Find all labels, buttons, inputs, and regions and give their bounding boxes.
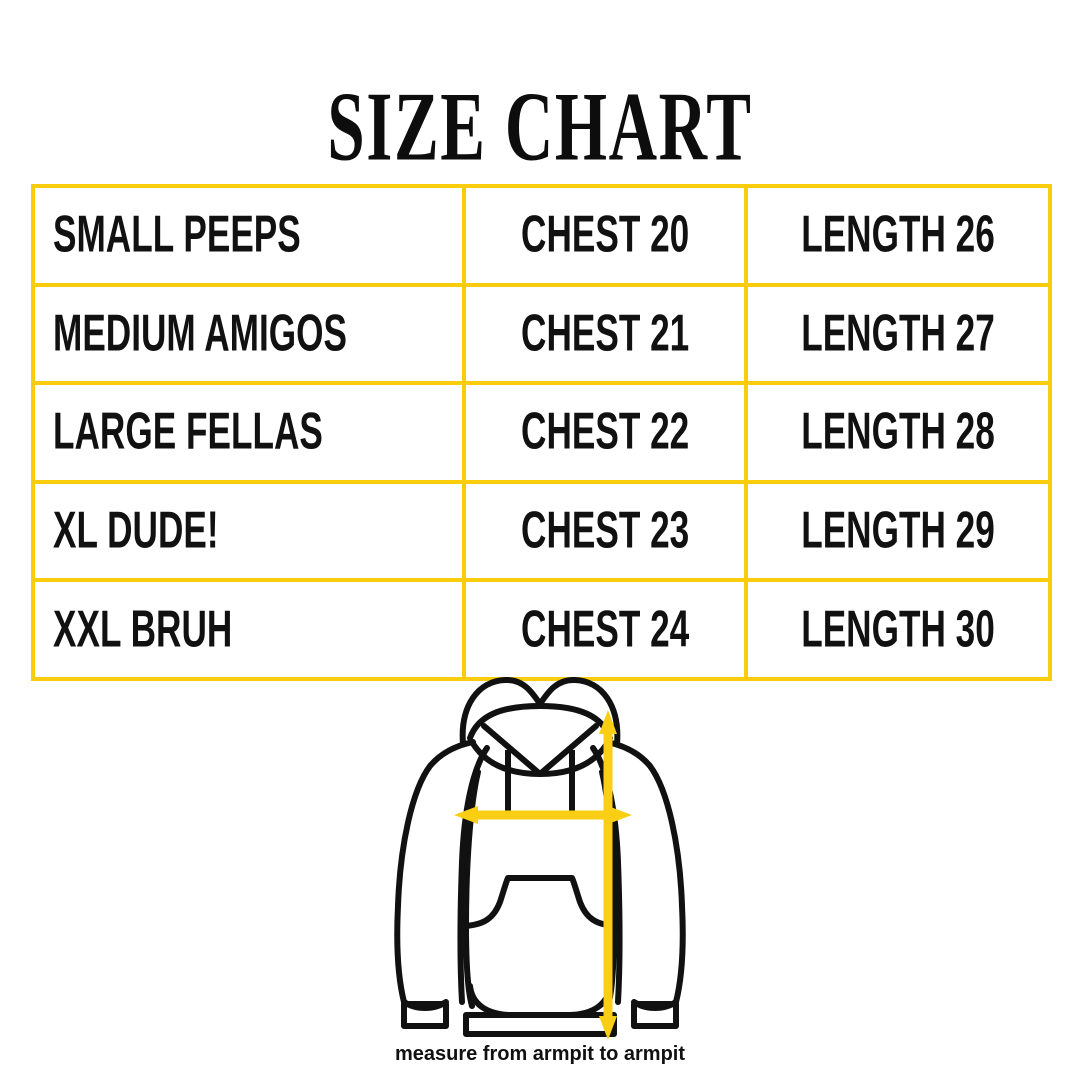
table-row: LARGE FELLAS CHEST 22 LENGTH 28: [31, 381, 1052, 484]
table-row: SMALL PEEPS CHEST 20 LENGTH 26: [31, 184, 1052, 287]
length-cell: LENGTH 27: [744, 282, 1052, 386]
chest-arrow-icon: [454, 806, 632, 824]
chest-label: CHEST 21: [520, 304, 690, 363]
chest-cell: CHEST 22: [462, 381, 748, 484]
hoodie-illustration: [394, 676, 686, 1040]
size-name-cell: XL DUDE!: [31, 479, 466, 583]
size-chart-table: SMALL PEEPS CHEST 20 LENGTH 26 MEDIUM AM…: [31, 184, 1052, 681]
diagram-caption: measure from armpit to armpit: [394, 1043, 686, 1065]
length-cell: LENGTH 29: [744, 479, 1052, 583]
hoodie-outline: [394, 676, 686, 1037]
size-name-cell: LARGE FELLAS: [31, 381, 466, 484]
chest-label: CHEST 20: [520, 205, 690, 264]
length-label: LENGTH 29: [801, 501, 995, 560]
chest-cell: CHEST 23: [462, 479, 748, 583]
chest-label: CHEST 24: [520, 600, 690, 658]
chest-cell: CHEST 20: [462, 184, 748, 287]
chest-label: CHEST 23: [520, 501, 690, 560]
chest-label: CHEST 22: [520, 402, 690, 461]
length-cell: LENGTH 30: [744, 578, 1052, 681]
length-arrow-icon: [599, 710, 617, 1040]
size-name-label: MEDIUM AMIGOS: [53, 304, 347, 363]
size-name-cell: MEDIUM AMIGOS: [31, 282, 466, 386]
size-name-label: XL DUDE!: [53, 501, 219, 560]
size-name-cell: SMALL PEEPS: [31, 184, 466, 287]
length-label: LENGTH 30: [801, 600, 995, 658]
size-name-cell: XXL BRUH: [31, 578, 466, 681]
table-row: MEDIUM AMIGOS CHEST 21 LENGTH 27: [31, 282, 1052, 386]
length-cell: LENGTH 26: [744, 184, 1052, 287]
size-name-label: SMALL PEEPS: [53, 205, 301, 264]
length-label: LENGTH 26: [801, 205, 995, 264]
measurement-arrows: [454, 710, 632, 1040]
length-label: LENGTH 28: [801, 402, 995, 461]
chest-cell: CHEST 21: [462, 282, 748, 386]
size-name-label: XXL BRUH: [53, 600, 233, 658]
chest-cell: CHEST 24: [462, 578, 748, 681]
hoodie-diagram: [360, 666, 720, 1040]
length-label: LENGTH 27: [801, 304, 995, 363]
page-title: SIZE CHART: [327, 71, 753, 182]
table-row: XL DUDE! CHEST 23 LENGTH 29: [31, 479, 1052, 583]
length-cell: LENGTH 28: [744, 381, 1052, 484]
table-row: XXL BRUH CHEST 24 LENGTH 30: [31, 578, 1052, 681]
size-name-label: LARGE FELLAS: [53, 402, 323, 461]
